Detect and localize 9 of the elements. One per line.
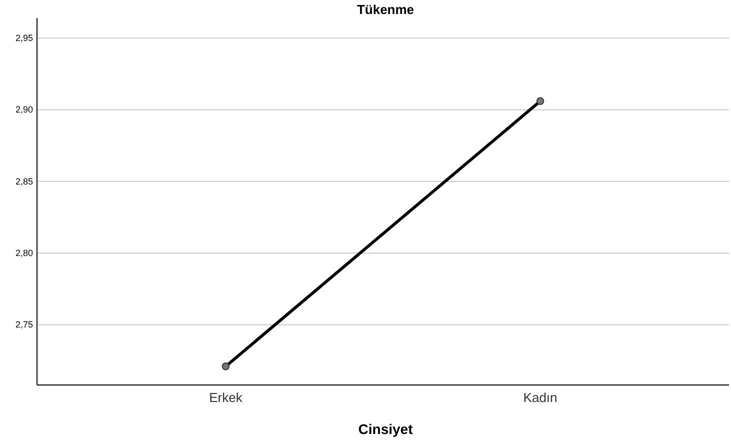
y-tick-label: 2,95 [15, 32, 33, 43]
y-tick-label: 2,85 [15, 176, 33, 186]
x-axis-title: Cinsiyet [358, 421, 414, 437]
y-tick-label: 2,90 [15, 104, 33, 115]
chart-title: Tükenme [356, 2, 414, 17]
x-tick-label: Erkek [209, 390, 243, 406]
x-tick-label: Kadın [523, 390, 558, 406]
y-tick-label: 2,80 [15, 248, 33, 258]
y-tick-label: 2,75 [15, 320, 33, 330]
